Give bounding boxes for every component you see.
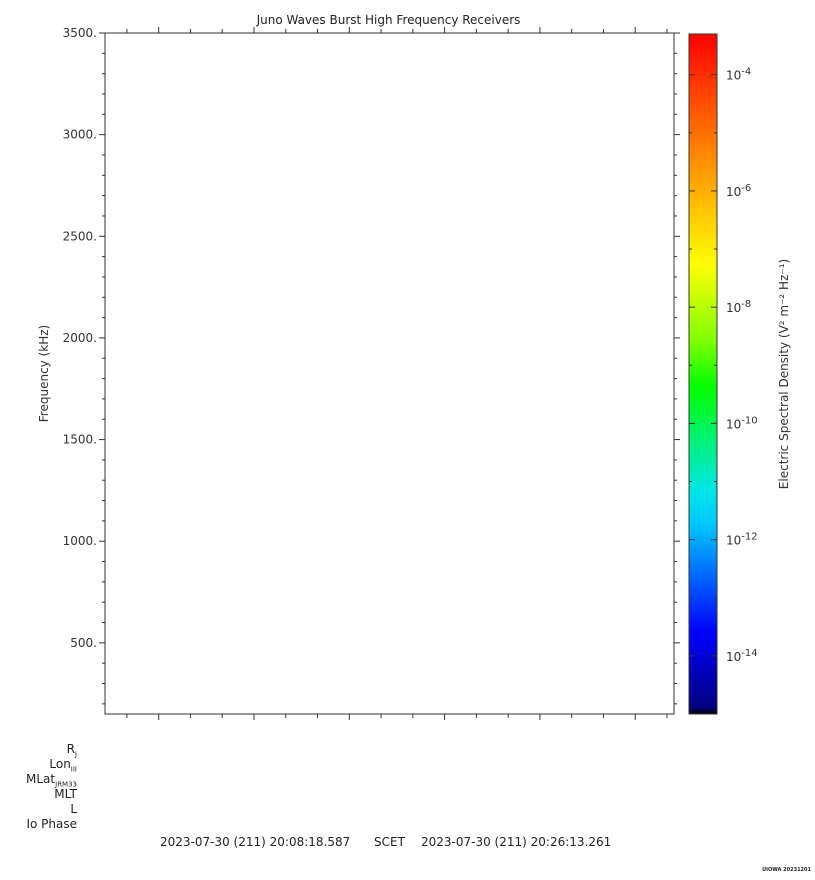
colorbar-tick-label: 10-14 [726,648,758,664]
plot-frame [104,32,675,715]
y-tick-label: 1000. [63,534,97,548]
colorbar-label: Electric Spectral Density (V² m⁻² Hz⁻¹) [777,259,791,489]
scet-label: SCET [374,835,405,849]
colorbar-tick-label: 10-6 [726,183,751,199]
scet-end: 2023-07-30 (211) 20:26:13.261 [421,835,612,849]
scet-start: 2023-07-30 (211) 20:08:18.587 [160,835,351,849]
colorbar-tick-label: 10-8 [726,299,751,315]
colorbar-tick-label: 10-4 [726,67,751,83]
ephemeris-label: MLT [54,787,77,801]
colorbar-scale [688,33,718,715]
x-axis: 20:0920:1220:1520:1820:2120:24 [126,27,668,720]
y-tick-label: 2500. [63,229,97,243]
y-axis: 3500. 3000. 2500. 2000. 1500. 1000. 500. Freque… [37,26,680,705]
ephemeris-label: Io Phase [26,817,77,831]
ephemeris-label: LonIII [49,757,77,774]
chart-title: Juno Waves Burst High Frequency Receiver… [256,13,521,27]
ephemeris-label: MLatJRM33 [26,772,77,789]
y-tick-label: 1500. [63,433,97,447]
watermark: UIOWA 20231201 [762,867,811,873]
y-tick-label: 500. [70,636,97,650]
colorbar: 10-4 10-6 10-8 10-10 10-12 10-14 Electric Spec… [688,33,791,715]
y-tick-label: 2000. [63,331,97,345]
colorbar-tick-label: 10-12 [726,532,758,548]
colorbar-tick-label: 10-10 [726,415,758,431]
y-axis-label: Frequency (kHz) [37,325,51,422]
ephemeris-label: L [70,802,77,816]
y-tick-label: 3000. [63,128,97,142]
ephemeris-label: RJ [66,742,77,759]
y-tick-label: 3500. [63,26,97,40]
